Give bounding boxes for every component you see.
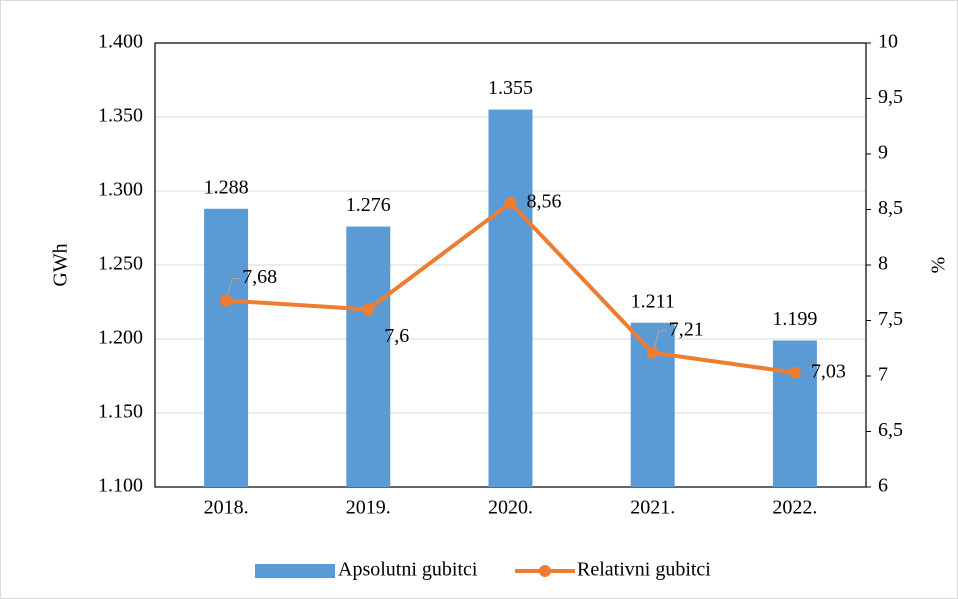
y2-tick-label: 7,5 bbox=[878, 308, 903, 330]
line-value-label: 7,6 bbox=[384, 325, 409, 347]
y-tick-label: 1.250 bbox=[98, 253, 143, 275]
y-tick-label: 1.300 bbox=[98, 179, 143, 201]
legend-label: Relativni gubitci bbox=[577, 559, 711, 581]
line-marker bbox=[788, 366, 801, 379]
x-tick-label: 2019. bbox=[346, 497, 391, 519]
y2-tick-label: 6,5 bbox=[878, 419, 903, 441]
bar-value-label: 1.276 bbox=[346, 194, 391, 216]
x-tick-label: 2021. bbox=[630, 497, 675, 519]
x-tick-label: 2020. bbox=[488, 497, 533, 519]
bar bbox=[346, 226, 391, 487]
bar bbox=[772, 340, 817, 487]
leader-line bbox=[654, 330, 667, 347]
bar-value-label: 1.288 bbox=[204, 176, 249, 198]
y2-tick-label: 7 bbox=[878, 364, 888, 386]
bar bbox=[488, 109, 533, 487]
y-tick-label: 1.400 bbox=[98, 31, 143, 53]
line-marker bbox=[220, 294, 233, 307]
line-marker bbox=[504, 196, 517, 209]
line-value-label: 7,03 bbox=[811, 360, 846, 382]
bar bbox=[204, 208, 249, 487]
bar-value-label: 1.211 bbox=[631, 290, 675, 312]
y-axis-title: GWh bbox=[50, 243, 72, 286]
y2-tick-label: 8 bbox=[878, 253, 888, 275]
line-value-label: 7,68 bbox=[242, 266, 277, 288]
legend-swatch bbox=[255, 564, 335, 578]
bar-value-label: 1.199 bbox=[772, 308, 817, 330]
line-marker bbox=[362, 303, 375, 316]
y2-tick-label: 10 bbox=[878, 31, 898, 53]
y-tick-label: 1.200 bbox=[98, 327, 143, 349]
line-marker bbox=[646, 346, 659, 359]
y2-tick-label: 6 bbox=[878, 475, 888, 497]
y-tick-label: 1.150 bbox=[98, 401, 143, 423]
line-value-label: 7,21 bbox=[669, 318, 704, 340]
y-tick-label: 1.350 bbox=[98, 105, 143, 127]
line-value-label: 8,56 bbox=[527, 190, 562, 212]
x-tick-label: 2022. bbox=[772, 497, 817, 519]
y2-tick-label: 9 bbox=[878, 142, 888, 164]
legend-label: Apsolutni gubitci bbox=[338, 559, 478, 581]
y-tick-label: 1.100 bbox=[98, 475, 143, 497]
bar-value-label: 1.355 bbox=[488, 77, 533, 99]
y2-tick-label: 8,5 bbox=[878, 197, 903, 219]
x-tick-label: 2018. bbox=[204, 497, 249, 519]
y2-axis-title: % bbox=[928, 257, 950, 274]
y2-tick-label: 9,5 bbox=[878, 86, 903, 108]
legend-marker bbox=[539, 565, 551, 577]
leader-line bbox=[227, 278, 241, 295]
